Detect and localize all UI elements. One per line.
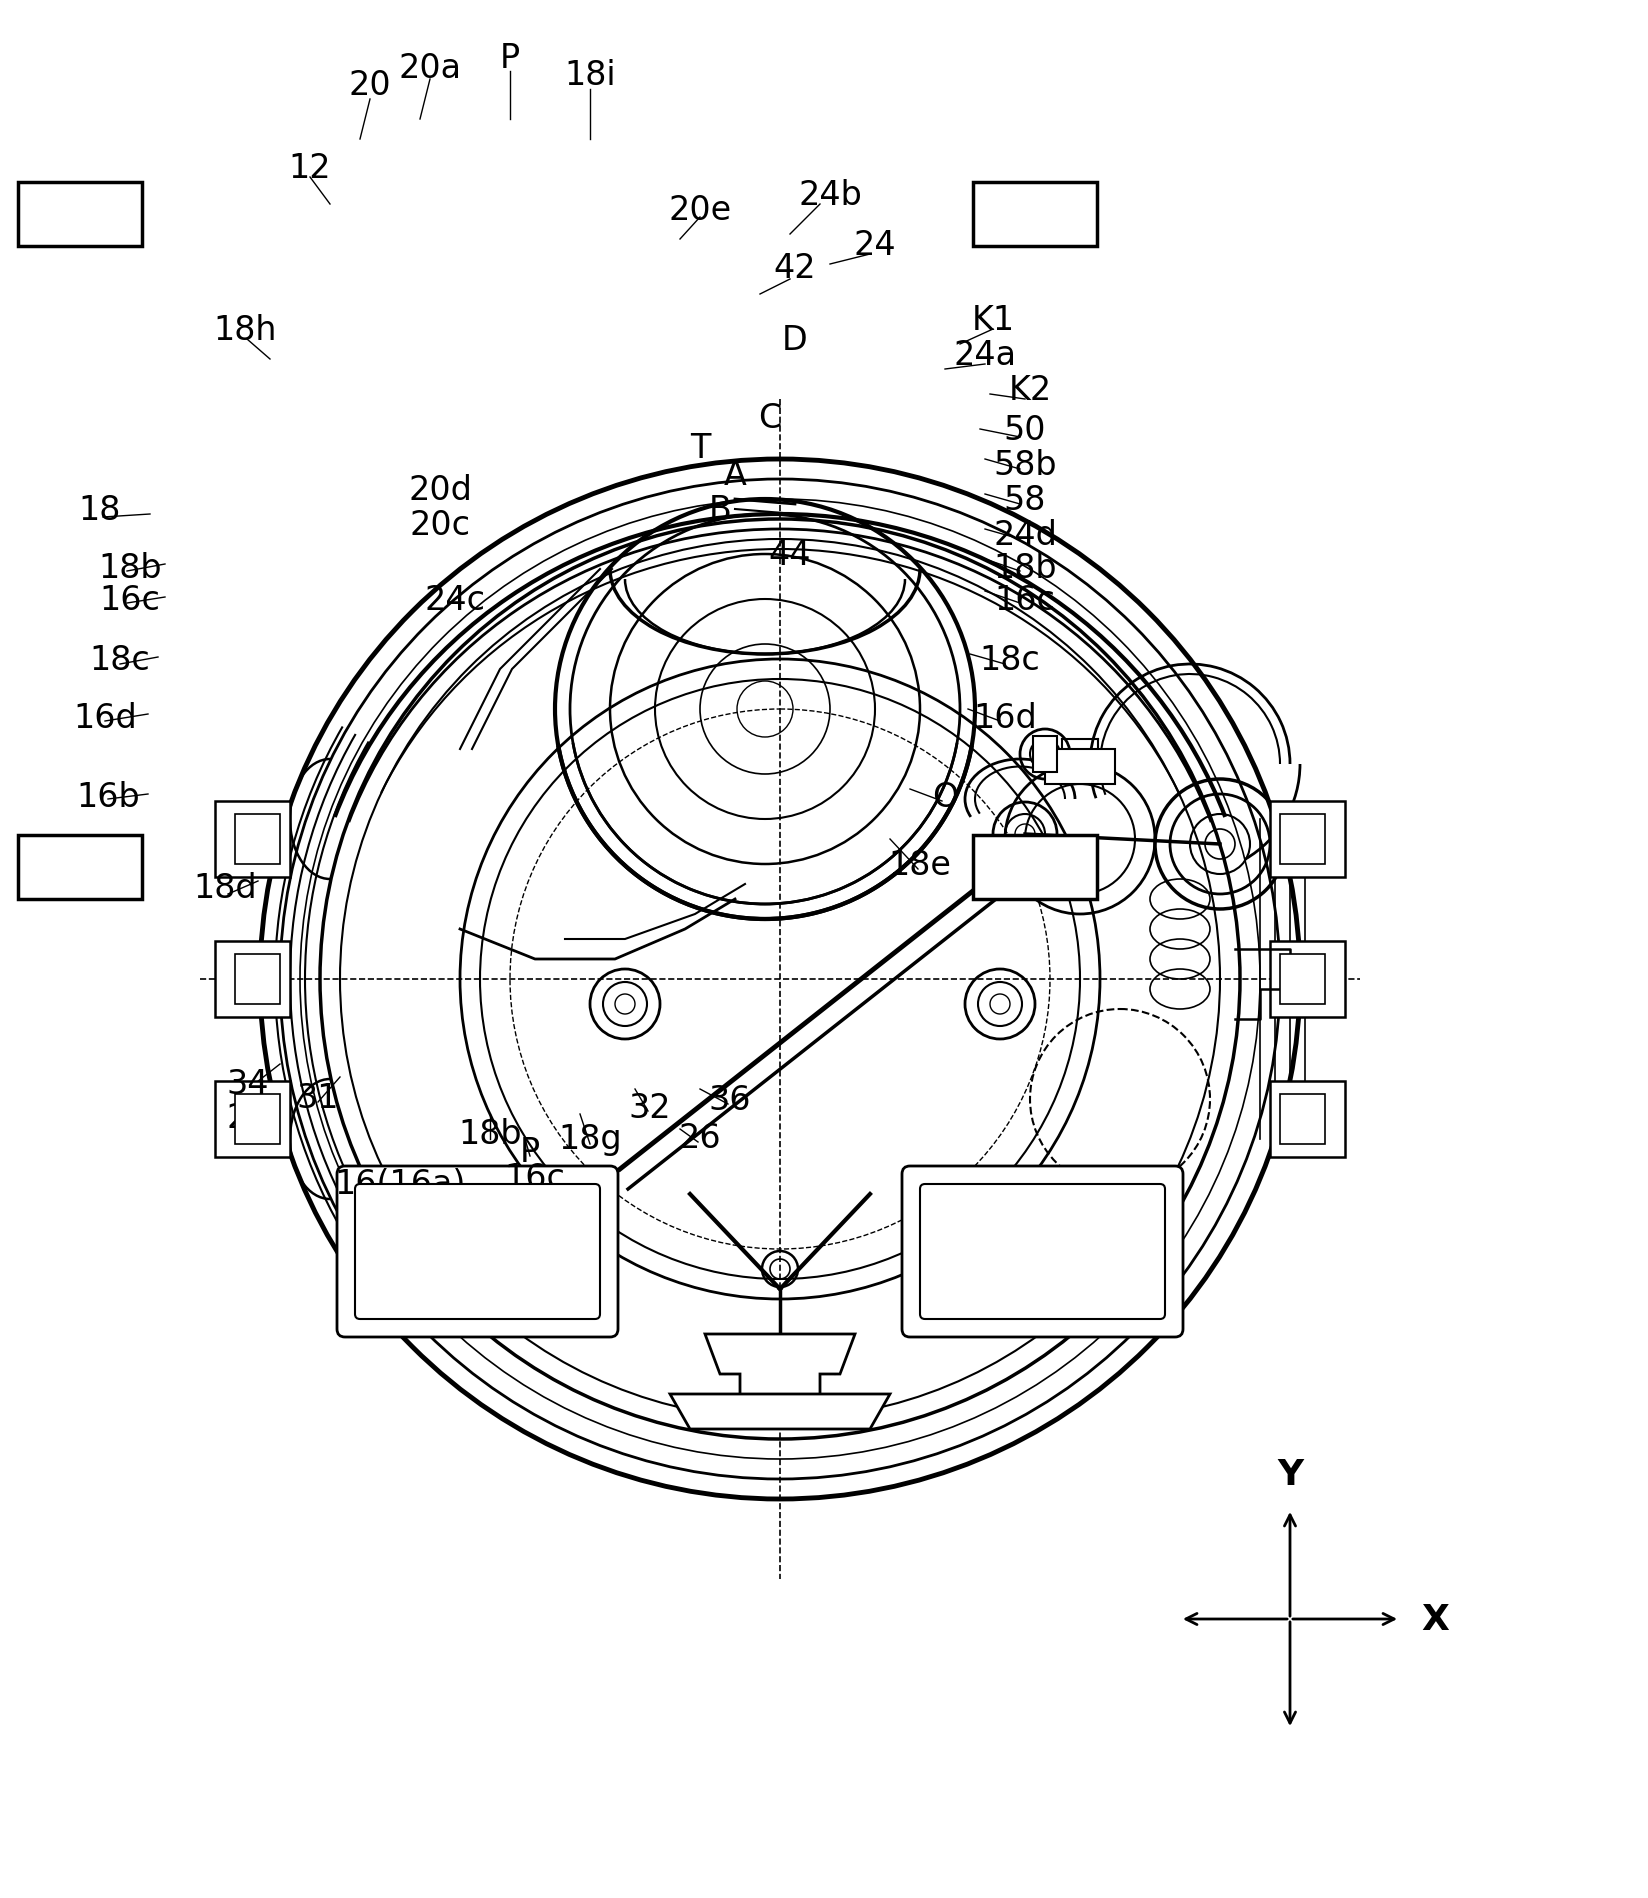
FancyBboxPatch shape <box>920 1184 1163 1319</box>
Text: 18c: 18c <box>979 643 1040 676</box>
FancyBboxPatch shape <box>18 835 142 900</box>
Text: 24d: 24d <box>992 518 1056 550</box>
Text: K2: K2 <box>1009 374 1051 406</box>
Bar <box>1269 801 1345 877</box>
Text: 24c: 24c <box>424 583 485 617</box>
Text: C: C <box>758 400 781 435</box>
Bar <box>1269 941 1345 1017</box>
Text: 16d: 16d <box>73 700 137 735</box>
FancyBboxPatch shape <box>336 1167 618 1338</box>
Text: 16d: 16d <box>972 700 1037 735</box>
Text: T: T <box>689 431 710 465</box>
Text: 24b: 24b <box>798 178 862 211</box>
Text: Y: Y <box>1276 1458 1302 1492</box>
Text: Q4: Q4 <box>1007 850 1063 884</box>
Text: 26: 26 <box>226 1101 269 1133</box>
Text: K1: K1 <box>971 304 1014 336</box>
Bar <box>236 955 280 1004</box>
Text: 36: 36 <box>709 1084 751 1116</box>
Text: 16c: 16c <box>99 583 160 617</box>
Text: 18d: 18d <box>193 871 257 903</box>
Text: 18b: 18b <box>992 550 1056 585</box>
Text: 20d: 20d <box>407 473 471 507</box>
Bar <box>214 941 290 1017</box>
FancyBboxPatch shape <box>18 182 142 247</box>
Text: A: A <box>723 457 747 492</box>
Text: 18b: 18b <box>458 1118 521 1150</box>
Polygon shape <box>669 1395 890 1429</box>
Text: 18i: 18i <box>564 59 615 91</box>
Bar <box>1279 814 1325 865</box>
Text: 18c: 18c <box>89 643 150 676</box>
FancyBboxPatch shape <box>354 1184 600 1319</box>
Bar <box>236 1095 280 1144</box>
Text: 42: 42 <box>773 251 816 285</box>
Text: 16c: 16c <box>504 1162 565 1194</box>
Text: 18e: 18e <box>888 848 951 881</box>
Text: 18h: 18h <box>213 313 277 345</box>
Text: P: P <box>499 42 519 74</box>
Bar <box>1279 955 1325 1004</box>
Bar <box>214 801 290 877</box>
Text: Q1: Q1 <box>1007 197 1063 232</box>
Text: 18g: 18g <box>559 1124 621 1156</box>
Text: 16b: 16b <box>76 780 140 812</box>
FancyBboxPatch shape <box>972 182 1096 247</box>
Polygon shape <box>705 1334 854 1399</box>
FancyBboxPatch shape <box>972 835 1096 900</box>
Text: B: B <box>709 493 732 526</box>
Text: 18: 18 <box>79 493 120 526</box>
Text: 58b: 58b <box>992 448 1056 482</box>
Bar <box>1279 1095 1325 1144</box>
Bar <box>1032 736 1056 772</box>
Text: X: X <box>1421 1602 1449 1636</box>
Bar <box>214 1082 290 1158</box>
Text: P: P <box>519 1135 541 1167</box>
Bar <box>1269 1082 1345 1158</box>
Text: 32: 32 <box>628 1091 671 1124</box>
Text: 44: 44 <box>768 539 811 571</box>
Text: Q2: Q2 <box>53 197 107 232</box>
Text: 20a: 20a <box>399 51 461 84</box>
Text: 58: 58 <box>1004 484 1045 516</box>
Text: 18b: 18b <box>99 550 162 585</box>
Text: 34: 34 <box>227 1069 269 1101</box>
Text: D: D <box>781 323 808 357</box>
Text: 31: 31 <box>297 1082 339 1114</box>
Text: 16(16a): 16(16a) <box>335 1167 465 1201</box>
Text: 20c: 20c <box>409 509 470 541</box>
Text: 20: 20 <box>348 68 391 101</box>
Text: 50: 50 <box>1004 414 1045 446</box>
Text: 20e: 20e <box>667 194 732 226</box>
FancyBboxPatch shape <box>901 1167 1182 1338</box>
Bar <box>1045 750 1114 784</box>
Text: O: O <box>931 780 957 812</box>
Text: 24a: 24a <box>953 338 1015 372</box>
Text: 26: 26 <box>679 1122 720 1154</box>
Bar <box>236 814 280 865</box>
Text: 16c: 16c <box>994 583 1055 617</box>
Text: 24: 24 <box>854 228 897 262</box>
Text: Q3: Q3 <box>53 850 107 884</box>
Text: 12: 12 <box>288 152 331 184</box>
